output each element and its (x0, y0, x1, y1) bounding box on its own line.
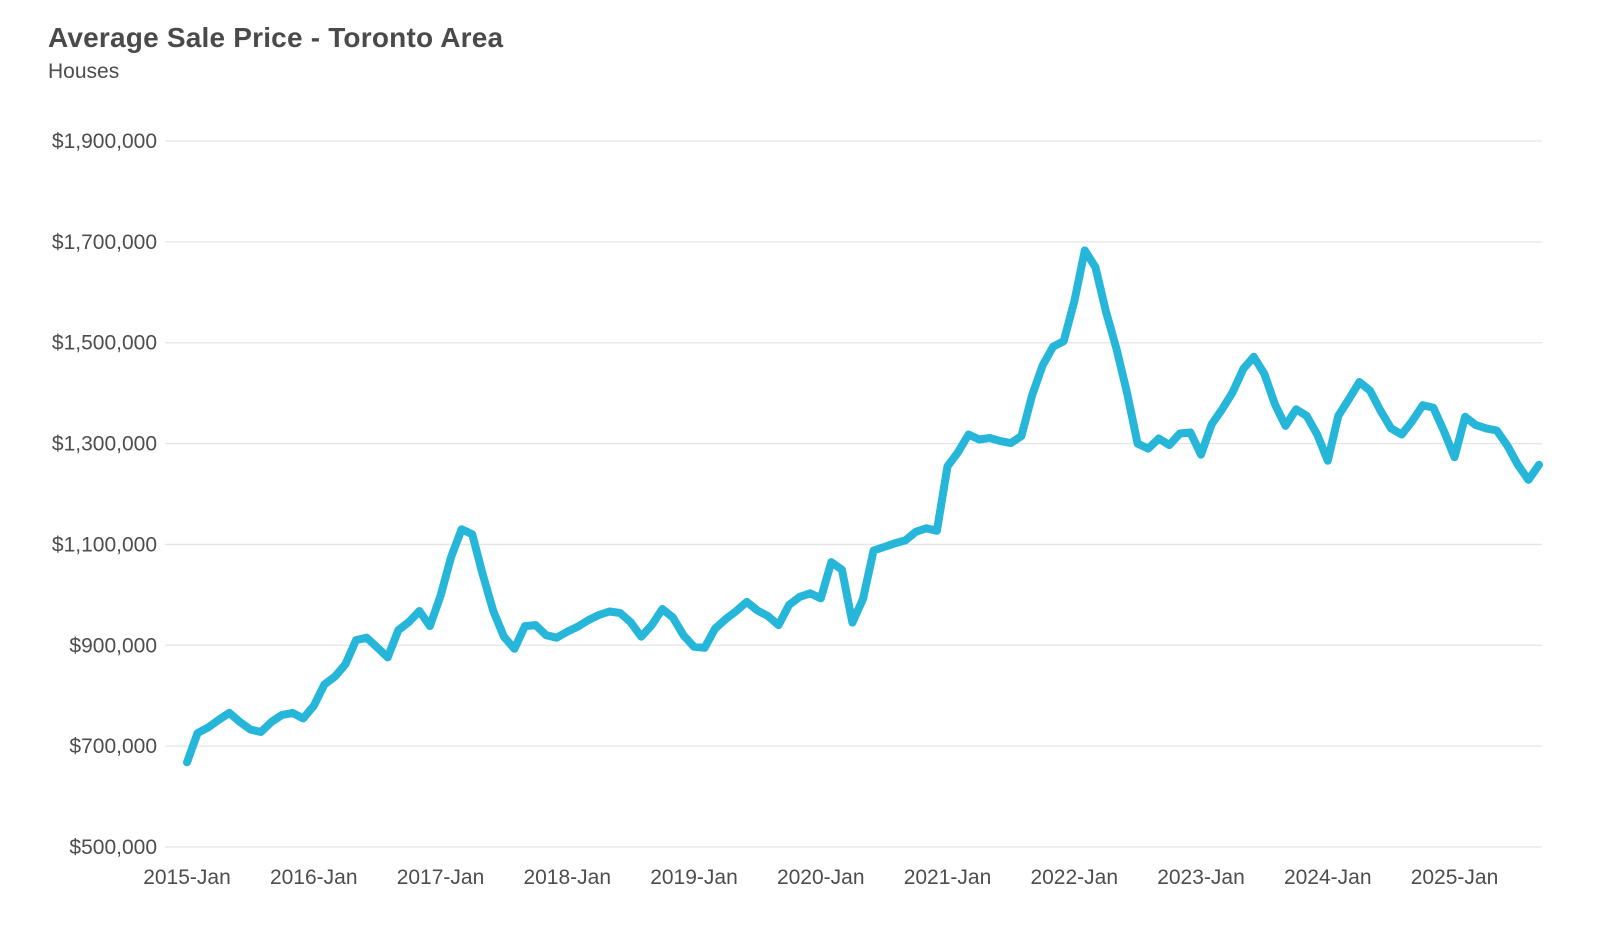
y-tick-label: $1,500,000 (52, 332, 157, 355)
y-tick-label: $500,000 (69, 836, 157, 859)
y-tick-label: $1,700,000 (52, 231, 157, 254)
x-tick-label: 2022-Jan (1030, 866, 1118, 889)
gridlines (165, 140, 1542, 848)
price-line-series (183, 246, 1543, 767)
x-tick-label: 2021-Jan (904, 866, 992, 889)
y-tick-label: $1,100,000 (52, 533, 157, 556)
y-tick-label: $1,900,000 (52, 130, 157, 153)
x-tick-label: 2019-Jan (650, 866, 738, 889)
x-tick-label: 2018-Jan (523, 866, 611, 889)
x-tick-label: 2020-Jan (777, 866, 865, 889)
y-axis-tick-labels: $1,900,000 $1,700,000 $1,500,000 $1,300,000… (52, 130, 157, 859)
y-tick-label: $700,000 (69, 735, 157, 758)
x-tick-label: 2024-Jan (1284, 866, 1372, 889)
y-tick-label: $1,300,000 (52, 433, 157, 456)
x-tick-label: 2016-Jan (270, 866, 358, 889)
chart-title: Average Sale Price - Toronto Area (48, 22, 504, 53)
chart-header: Average Sale Price - Toronto Area Houses (48, 22, 503, 84)
x-tick-label: 2025-Jan (1411, 866, 1499, 889)
chart-subtitle: Houses (48, 60, 120, 84)
x-tick-label: 2015-Jan (143, 866, 231, 889)
y-tick-label: $900,000 (69, 634, 157, 657)
x-tick-label: 2023-Jan (1157, 866, 1245, 889)
x-tick-label: 2017-Jan (397, 866, 485, 889)
x-axis-tick-labels: 2015-Jan 2016-Jan 2017-Jan 2018-Jan 2019-Jan… (143, 866, 1498, 889)
